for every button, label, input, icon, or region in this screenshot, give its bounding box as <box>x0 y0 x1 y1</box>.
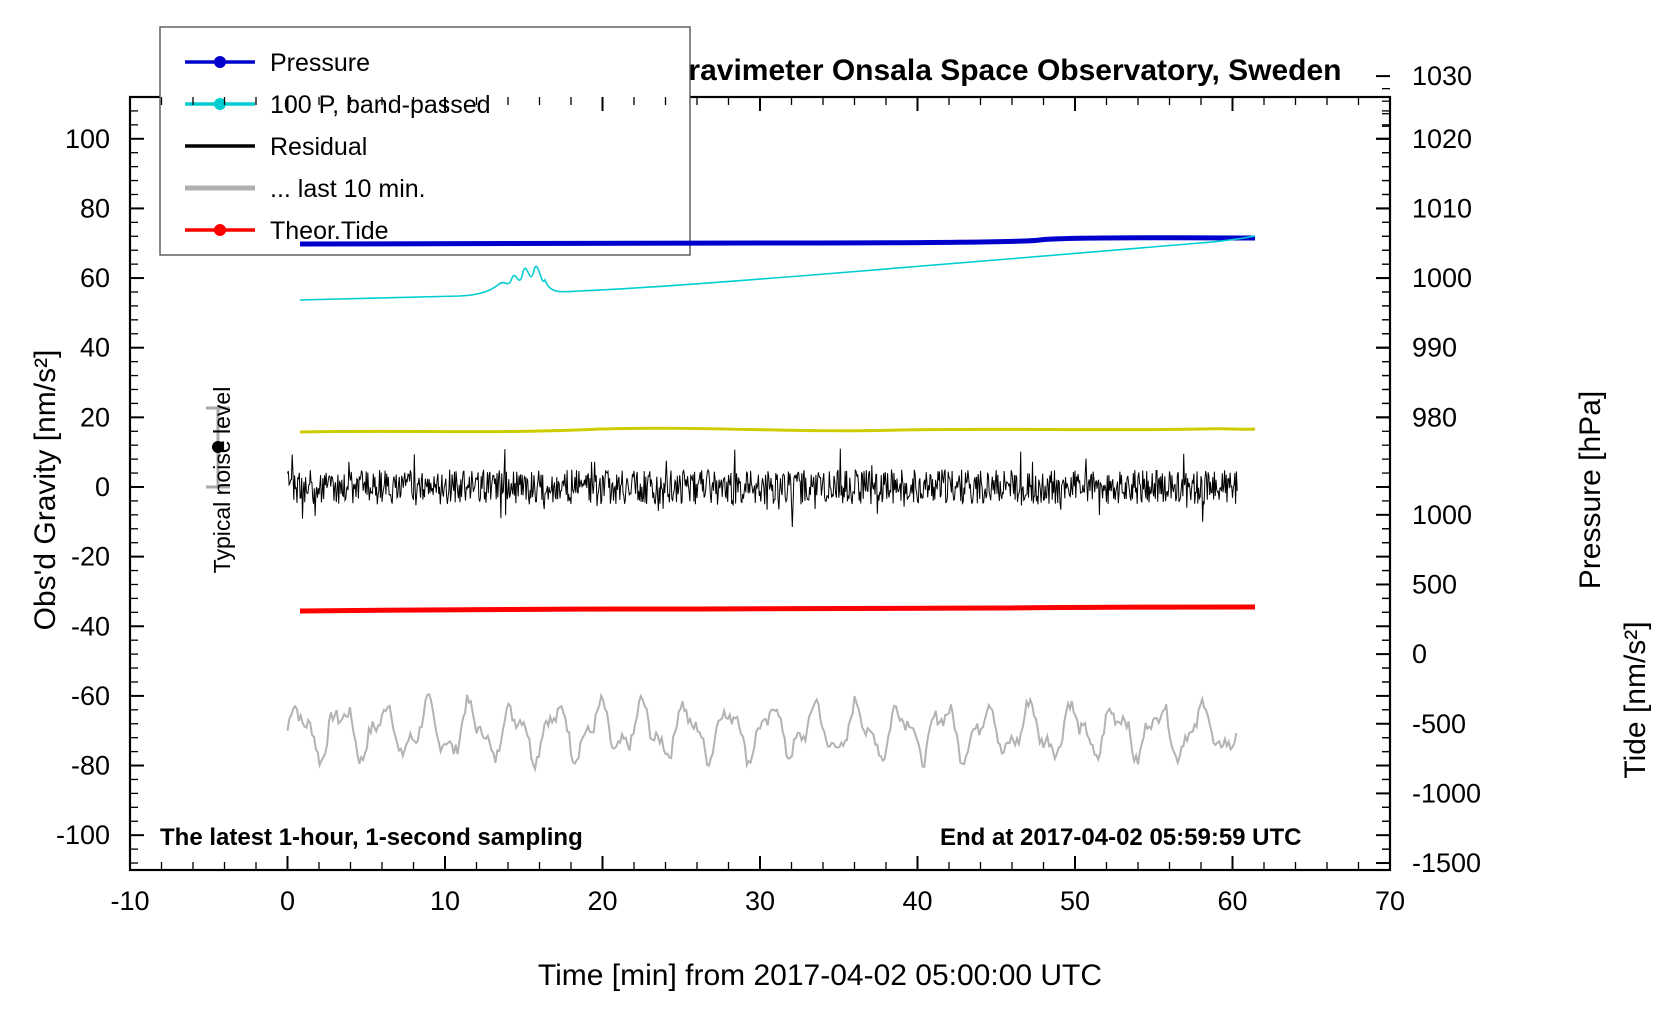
legend-label-tide: Theor.Tide <box>270 217 389 245</box>
tick-label: -500 <box>1412 709 1466 739</box>
legend-box: Pressure 100 P, band-passed Residual ...… <box>160 27 690 255</box>
tick-label: 70 <box>1375 886 1405 916</box>
legend-label-pressure: Pressure <box>270 49 370 77</box>
legend-label-last10min: ... last 10 min. <box>270 175 426 203</box>
tick-label: 0 <box>1412 639 1427 669</box>
tick-label: 500 <box>1412 569 1457 599</box>
tick-label: 1000 <box>1412 263 1472 293</box>
tick-label: 0 <box>95 472 110 502</box>
tick-label: 40 <box>80 333 110 363</box>
tick-label: 10 <box>430 886 460 916</box>
tick-label: 1030 <box>1412 61 1472 91</box>
tick-label: 50 <box>1060 886 1090 916</box>
tick-label: -10 <box>110 886 149 916</box>
tick-label: 980 <box>1412 402 1457 432</box>
legend-marker-pressure <box>214 56 226 68</box>
tick-label: 40 <box>902 886 932 916</box>
x-axis-title: Time [min] from 2017-04-02 05:00:00 UTC <box>538 959 1102 992</box>
legend-marker-tide <box>214 224 226 236</box>
y-axis-right-tide-title: Tide [nm/s²] <box>1619 621 1652 778</box>
legend-label-residual: Residual <box>270 133 367 161</box>
bottom-right-annotation: End at 2017-04-02 05:59:59 UTC <box>940 824 1302 851</box>
tick-label: 60 <box>1217 886 1247 916</box>
tick-label: 1020 <box>1412 124 1472 154</box>
tick-label: -60 <box>71 681 110 711</box>
tick-label: 80 <box>80 193 110 223</box>
tick-label: 0 <box>280 886 295 916</box>
tick-label: 1010 <box>1412 193 1472 223</box>
y-axis-right-pressure-title: Pressure [hPa] <box>1574 391 1607 589</box>
tick-label: 20 <box>587 886 617 916</box>
noise-level-label: Typical noise level <box>209 387 235 574</box>
y-axis-left-title: Obs'd Gravity [nm/s²] <box>29 350 62 631</box>
tick-label: -100 <box>56 820 110 850</box>
tick-label: -1500 <box>1412 848 1481 878</box>
tick-label: -40 <box>71 611 110 641</box>
tick-label: -80 <box>71 751 110 781</box>
tick-label: -1000 <box>1412 778 1481 808</box>
tick-label: 60 <box>80 263 110 293</box>
legend-label-bandpassed: 100 P, band-passed <box>270 91 491 119</box>
plot-svg: SCG_054 gravimeter Onsala Space Observat… <box>0 0 1660 1020</box>
tick-label: 100 <box>65 124 110 154</box>
tick-label: 1000 <box>1412 500 1472 530</box>
noise-level-indicator: Typical noise level <box>206 387 235 574</box>
bottom-left-annotation: The latest 1-hour, 1-second sampling <box>160 824 583 851</box>
chart-window: SCG_054 gravimeter Onsala Space Observat… <box>0 0 1660 1020</box>
tick-label: 990 <box>1412 333 1457 363</box>
tick-label: -20 <box>71 542 110 572</box>
tick-label: 30 <box>745 886 775 916</box>
tick-label: 20 <box>80 402 110 432</box>
